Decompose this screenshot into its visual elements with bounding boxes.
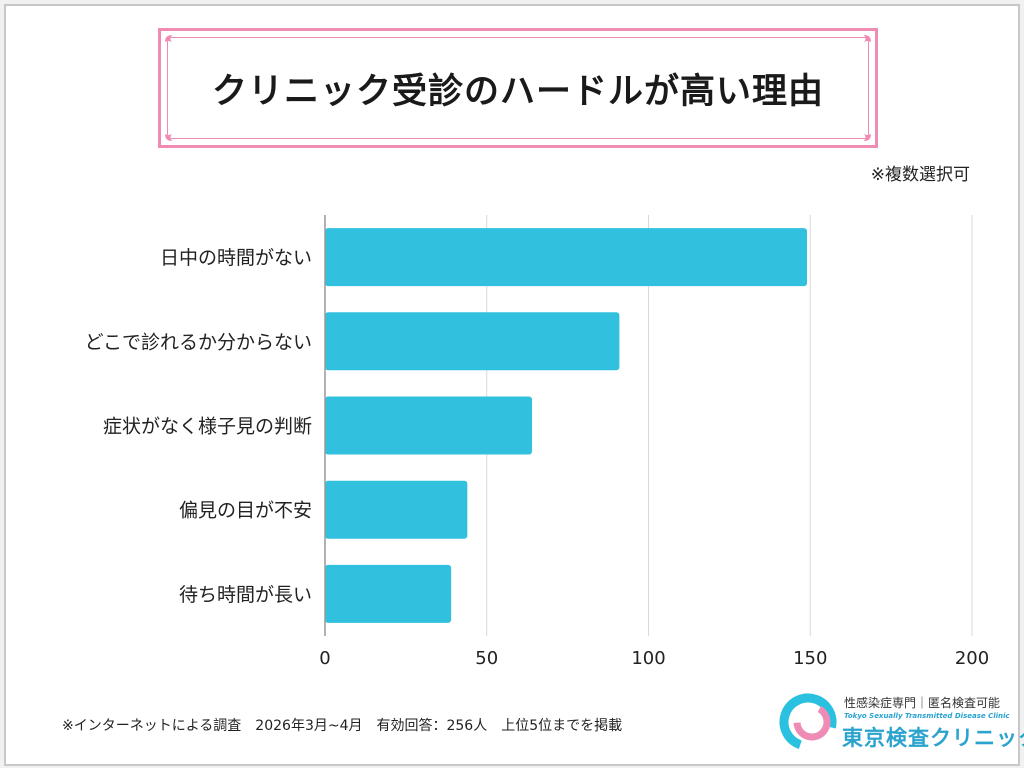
clinic-logo-icon: [779, 693, 837, 751]
corner-ornament-icon: [165, 35, 172, 42]
x-tick-label: 150: [793, 648, 827, 669]
bar-chart: 0 50 100 150 200 日中の時間がないどこで診れるか分からない症状がなく様子見…: [85, 215, 989, 669]
x-tick-label: 50: [475, 648, 498, 669]
corner-ornament-icon: [864, 35, 871, 42]
x-tick-label: 100: [631, 648, 665, 669]
logo-subtitle: 性感染症専門｜匿名検査可能: [844, 696, 1001, 710]
title-inner-border: クリニック受診のハードルが高い理由: [167, 37, 869, 139]
logo-english-name: Tokyo Sexually Transmitted Disease Clini…: [844, 712, 1010, 720]
clinic-logo: 性感染症専門｜匿名検査可能 Tokyo Sexually Transmitted…: [778, 690, 1024, 752]
bar: [325, 480, 468, 539]
corner-ornament-icon: [165, 134, 172, 141]
survey-footnote: ※インターネットによる調査 2026年3月~4月 有効回答：256人 上位5位ま…: [62, 718, 623, 734]
bar: [325, 396, 533, 455]
category-label: 日中の時間がない: [160, 247, 312, 269]
bar: [325, 312, 620, 371]
category-label: 症状がなく様子見の判断: [103, 416, 312, 438]
multiple-choice-note: ※複数選択可: [870, 165, 970, 185]
chart-title: クリニック受診のハードルが高い理由: [211, 71, 824, 112]
title-box: クリニック受診のハードルが高い理由: [158, 28, 878, 148]
bar: [325, 564, 452, 623]
category-label: 偏見の目が不安: [179, 500, 312, 522]
category-label: どこで診れるか分からない: [85, 331, 312, 353]
x-tick-label: 0: [319, 648, 330, 669]
category-label: 待ち時間が長い: [179, 584, 312, 606]
corner-ornament-icon: [864, 134, 871, 141]
x-tick-label: 200: [955, 648, 989, 669]
logo-clinic-name: 東京検査クリニック: [842, 726, 1024, 750]
bar: [325, 228, 808, 287]
